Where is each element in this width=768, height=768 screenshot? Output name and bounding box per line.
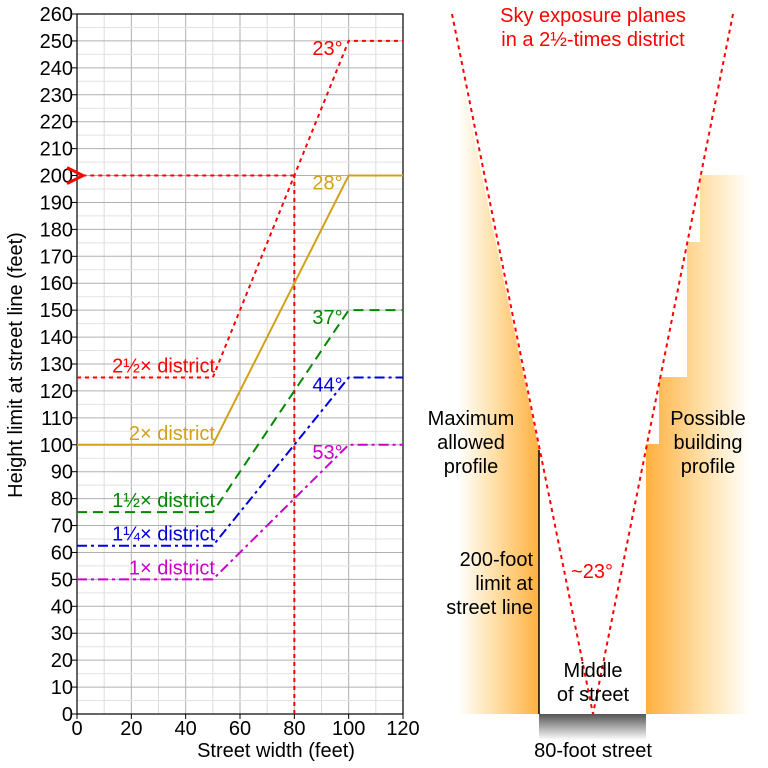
series-name-label-4: 1× district <box>129 557 216 579</box>
y-tick-label: 0 <box>62 704 73 726</box>
right-profile-label-3: profile <box>681 456 735 478</box>
left-building-shape <box>458 60 539 714</box>
middle-label-2: of street <box>557 684 630 706</box>
x-tick-label: 100 <box>332 718 365 740</box>
right-profile-label-2: building <box>674 432 743 454</box>
left-profile-label-3: profile <box>444 456 498 478</box>
y-tick-label: 240 <box>40 58 73 80</box>
y-tick-label: 150 <box>40 300 73 322</box>
series-line-4 <box>77 443 403 581</box>
reference-lines <box>81 176 296 714</box>
right-sky-exposure-plane <box>592 13 734 715</box>
y-axis-ticks: 0 10 20 30 40 50 60 70 80 90 100 110 120 130 140 150 160… <box>40 4 77 726</box>
x-tick-label: 120 <box>386 718 419 740</box>
series-lines: 2½× district 23° 2× district 28° 1½× distric… <box>77 38 403 581</box>
limit-label-1: 200-foot <box>460 549 534 571</box>
y-tick-label: 50 <box>51 569 73 591</box>
x-axis-ticks: 0 20 40 60 80 100 120 <box>71 714 420 740</box>
y-tick-label: 60 <box>51 542 73 564</box>
y-tick-label: 110 <box>41 408 73 430</box>
y-tick-label: 80 <box>51 489 73 511</box>
x-tick-label: 40 <box>175 718 197 740</box>
y-tick-label: 190 <box>40 192 73 214</box>
y-tick-label: 230 <box>40 85 73 107</box>
angle-label: ~23° <box>571 561 613 583</box>
series-angle-label-1: 28° <box>312 173 342 195</box>
y-tick-label: 20 <box>51 650 73 672</box>
y-tick-label: 70 <box>51 516 73 538</box>
y-tick-label: 30 <box>51 623 73 645</box>
y-tick-label: 250 <box>40 31 73 53</box>
y-tick-label: 210 <box>40 139 73 161</box>
series-line-3 <box>77 376 403 547</box>
x-axis-label: Street width (feet) <box>197 740 355 762</box>
diagram-title-line1: Sky exposure planes <box>500 5 686 27</box>
limit-label-2: limit at <box>475 573 533 595</box>
plot-area: 0 10 20 30 40 50 60 70 80 90 100 110 120 130 140 150 160… <box>40 4 420 740</box>
series-angle-label-2: 37° <box>312 307 342 329</box>
left-sky-exposure-plane <box>451 13 594 715</box>
left-profile-label-2: allowed <box>437 432 505 454</box>
y-tick-label: 160 <box>40 273 73 295</box>
y-axis-label: Height limit at street line (feet) <box>5 232 27 498</box>
series-line-0 <box>77 39 403 379</box>
y-tick-label: 130 <box>40 354 73 376</box>
y-tick-label: 180 <box>40 219 73 241</box>
y-tick-label: 200 <box>40 166 73 188</box>
right-profile-label-1: Possible <box>670 408 746 430</box>
x-tick-label: 60 <box>229 718 251 740</box>
series-name-label-0: 2½× district <box>112 355 215 377</box>
left-profile-label-1: Maximum <box>428 408 515 430</box>
y-tick-label: 220 <box>40 112 73 134</box>
series-name-label-1: 2× district <box>129 423 216 445</box>
street-surface <box>539 714 646 740</box>
right-building-shape <box>646 175 750 714</box>
x-tick-label: 20 <box>120 718 142 740</box>
y-tick-label: 140 <box>40 327 73 349</box>
y-tick-label: 120 <box>40 381 73 403</box>
series-line-1 <box>77 174 403 446</box>
diagram-title-line2: in a 2½-times district <box>501 29 685 51</box>
y-tick-label: 10 <box>51 677 73 699</box>
series-name-label-2: 1½× district <box>112 490 215 512</box>
series-line-2 <box>77 309 403 514</box>
middle-label-1: Middle <box>564 660 623 682</box>
y-tick-label: 100 <box>40 435 73 457</box>
series-angle-label-3: 44° <box>312 374 342 396</box>
y-tick-label: 260 <box>40 4 73 26</box>
series-angle-label-0: 23° <box>312 38 342 60</box>
series-angle-label-4: 53° <box>312 442 342 464</box>
x-tick-label: 0 <box>71 718 82 740</box>
x-tick-label: 80 <box>283 718 305 740</box>
y-tick-label: 90 <box>51 462 73 484</box>
limit-label-3: street line <box>446 597 533 619</box>
y-tick-label: 40 <box>51 596 73 618</box>
street-label: 80-foot street <box>534 740 652 762</box>
y-tick-label: 170 <box>40 246 73 268</box>
series-name-label-3: 1¼× district <box>112 524 215 546</box>
sky-exposure-diagram: Sky exposure planes in a 2½-times distri… <box>428 5 750 762</box>
